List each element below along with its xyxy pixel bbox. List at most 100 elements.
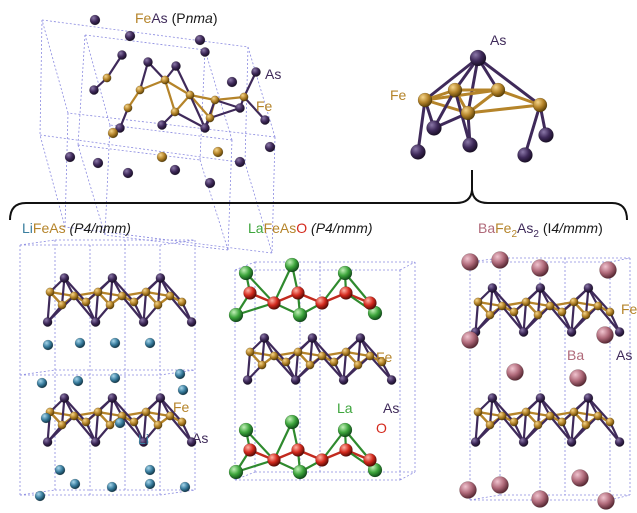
bond — [46, 290, 52, 324]
li-atom — [174, 368, 186, 380]
as-atom — [226, 76, 238, 88]
fe-as-tetrahedron-panel: As Fe — [390, 32, 554, 163]
ba-atom — [506, 363, 524, 381]
bond — [491, 286, 516, 314]
bond — [342, 350, 348, 382]
bond — [120, 414, 145, 444]
la-atom — [337, 422, 353, 438]
bond — [208, 106, 242, 120]
bond — [570, 300, 576, 334]
lifeas-li-label: Li — [138, 431, 149, 447]
bond — [120, 294, 145, 324]
fe-atom — [165, 291, 175, 301]
o-atom — [243, 286, 257, 300]
as-atom — [117, 50, 127, 60]
o-atom — [267, 296, 281, 310]
as-atom — [143, 57, 153, 67]
fe-atom — [69, 411, 79, 421]
bond — [213, 95, 246, 102]
as-atom — [64, 151, 76, 163]
as-atom — [538, 127, 554, 143]
bond — [163, 78, 192, 97]
unit-cell-edge — [67, 112, 276, 138]
fe-atom — [545, 301, 555, 311]
as-atom — [260, 115, 270, 125]
as-atom — [410, 144, 426, 160]
bafe2as2-title-ba: Ba — [478, 220, 495, 236]
fe-atom — [485, 420, 495, 430]
bafe2as2-structure-panel: BaFe2As2 (I4/mmm) Fe Ba As — [459, 220, 637, 510]
bond — [142, 290, 148, 324]
as-atom — [290, 375, 301, 385]
fe-atom — [533, 310, 543, 320]
fe-atom — [212, 146, 224, 158]
lafeaso-title-o: O — [296, 220, 307, 236]
fe-atom — [257, 360, 267, 370]
fe-atom — [177, 417, 187, 427]
bafe2as2-title-sym-pre: (I — [539, 220, 551, 236]
as-atom — [92, 157, 104, 169]
fe-atom — [353, 360, 363, 370]
unit-cell-edge — [41, 19, 249, 48]
fe-atom — [57, 420, 67, 430]
bond — [272, 263, 294, 305]
fe-atom — [473, 407, 483, 417]
bond — [539, 396, 564, 424]
fe-atom — [533, 420, 543, 430]
lifeas-title-feas: FeAs — [33, 220, 66, 236]
fe-atom — [293, 347, 303, 357]
li-atom — [72, 375, 84, 387]
as-atom — [90, 317, 101, 327]
as-atom — [169, 164, 181, 176]
unit-cell-edge — [244, 162, 273, 254]
fe-atom — [377, 357, 387, 367]
fe-atom — [107, 127, 119, 139]
fe-atom — [210, 95, 220, 105]
bond — [94, 290, 100, 324]
fe-atom — [490, 82, 506, 98]
lafeaso-title-sym: (P4/nmm) — [311, 220, 372, 236]
bond — [359, 336, 384, 364]
fe-atom — [93, 407, 103, 417]
o-atom — [243, 443, 257, 457]
as-atom — [90, 437, 101, 447]
as-atom — [535, 393, 546, 403]
as-atom — [259, 333, 270, 343]
fe-atom — [105, 420, 115, 430]
fe-atom — [57, 300, 67, 310]
li-atom — [42, 339, 54, 351]
li-atom — [69, 478, 81, 490]
unit-cell-edge — [234, 261, 256, 271]
ba-atom — [531, 490, 549, 508]
fe-atom — [160, 75, 170, 85]
bond — [246, 350, 252, 382]
li-atom — [74, 337, 86, 349]
fe-atom — [605, 307, 615, 317]
bond — [496, 88, 542, 107]
unit-cell-edge — [609, 257, 631, 263]
lifeas-structure-panel: LiFeAs (P4/nmm) Fe Li As — [19, 220, 208, 502]
bond — [294, 350, 300, 382]
unit-cell-edge — [469, 494, 501, 501]
unit-cell-edge — [159, 239, 196, 246]
as-atom — [138, 437, 149, 447]
li-atom — [144, 478, 156, 490]
lifeas-title-sym: (P4/nmm) — [69, 220, 130, 236]
fe-atom — [153, 300, 163, 310]
bond — [570, 410, 576, 444]
unit-cell-edge — [77, 144, 201, 161]
as-atom — [517, 147, 533, 163]
unit-cell-edge — [77, 34, 86, 146]
unit-cell-edge — [39, 134, 246, 164]
fe-atom — [317, 351, 327, 361]
fe-atom — [521, 297, 531, 307]
fe-atom — [245, 347, 255, 357]
fe-atom — [45, 287, 55, 297]
feas-title-sym-close: ) — [213, 10, 218, 26]
la-atom — [284, 257, 300, 273]
fe-atom — [497, 411, 507, 421]
fe-atom — [557, 417, 567, 427]
fe-atom — [153, 420, 163, 430]
fe-atom — [485, 310, 495, 320]
bafe2as2-title: BaFe2As2 (I4/mmm) — [478, 220, 603, 240]
